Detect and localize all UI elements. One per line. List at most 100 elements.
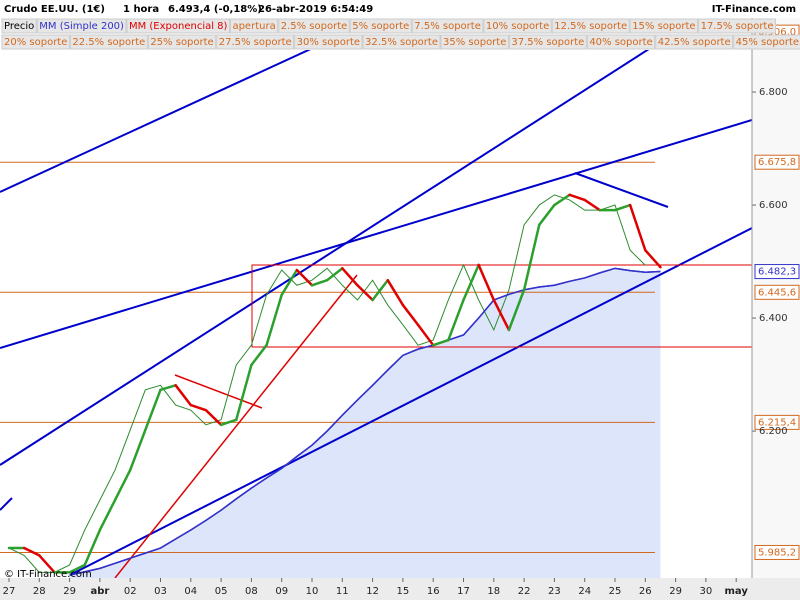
ema-segment [265,293,283,347]
x-tick-label: 29 [63,586,76,597]
x-tick-label: 04 [184,586,197,597]
ema-segment [189,403,208,412]
x-tick-label: 03 [154,586,167,597]
ema-segment [341,267,359,287]
legend-item: apertura [232,21,275,32]
legend-cell [1,34,70,50]
trend-line [0,50,650,466]
interval: 1 hora [123,4,159,15]
trend-line [0,119,752,349]
level-label: 6.215,4 [758,417,796,428]
legend-cell [551,18,630,34]
ema-segment [538,203,556,227]
x-tick-label: 09 [275,586,288,597]
plot [0,50,752,578]
legend-item: 30% soporte [297,37,360,48]
legend-cell [126,18,230,34]
legend-cell [508,34,587,50]
legend-item: 45% soporte [736,37,799,48]
legend-item: 32.5% soporte [365,37,438,48]
x-tick-label: 18 [487,586,500,597]
x-tick-label: 12 [366,586,379,597]
legend-cell [278,18,350,34]
legend-item: 27.5% soporte [219,37,292,48]
legend-item: 22.5% soporte [72,37,145,48]
ema-segment [568,193,586,202]
copyright: © IT-Finance.com [4,569,92,580]
ema-segment [386,278,405,307]
legend-cell [36,18,127,34]
legend-cell [229,18,279,34]
ema-segment [628,203,647,252]
legend: Precio MM (Simple 200) MM (Exponencial 8) a… [1,18,800,50]
x-tick-label: abr [90,586,109,597]
trend-line [574,172,669,208]
ema-segment [644,249,662,269]
ema-segment [447,298,465,342]
legend-item: 25% soporte [150,37,213,48]
ema-segment [113,468,132,502]
legend-cell [349,18,412,34]
y-tick-label: 6.400 [759,313,788,324]
legend-cell [411,18,484,34]
x-tick-label: 02 [124,586,137,597]
x-tick-label: 28 [33,586,46,597]
legend-item: 7.5% soporte [414,21,481,32]
level-label: 6.906,0 [758,27,796,38]
trend-line [0,497,13,511]
ema-segment [83,528,102,567]
legend-item: 37.5% soporte [511,37,584,48]
x-tick-label: 17 [457,586,470,597]
instrument: Crudo EE.UU. (1€) [4,4,105,15]
ema-segment [613,203,632,212]
legend-item: 17.5% soporte [701,21,774,32]
ema-segment [128,428,147,472]
legend-cell [1,18,37,34]
ema-segment [235,363,253,422]
legend-item: 35% soporte [443,37,506,48]
quote: 6.493,4 (-0,18%) [168,4,262,15]
ema-segment [98,498,117,532]
ema-segment [280,268,299,297]
legend-item: 5% soporte [352,21,409,32]
legend-item: Precio [4,21,34,32]
ema-segment [174,384,193,407]
ema-segment [295,268,314,287]
x-tick-label: 11 [336,586,349,597]
datetime: 26-abr-2019 6:54:49 [258,4,373,15]
series-line [69,267,661,576]
ema-segment [401,303,420,327]
sma-area [69,268,661,578]
ema-segment [68,563,86,574]
legend-cell [483,18,552,34]
ema-segment [371,278,389,302]
ema-segment [583,198,602,212]
range-box [251,264,752,348]
level-box [754,414,800,430]
legend-cell [69,34,148,50]
y-tick-label: 6.800 [759,87,788,98]
legend-item: 15% soporte [632,21,695,32]
ema-segment [416,323,435,347]
x-tick-label: 27 [3,586,16,597]
legend-cell [147,34,217,50]
legend-item: 20% soporte [4,37,67,48]
ema-segment [22,546,41,557]
ema-segment [159,384,177,392]
ema-segment [507,288,526,332]
level-box [754,544,800,560]
legend-cell [733,34,800,50]
x-tick-label: 15 [397,586,410,597]
legend-cell [655,34,734,50]
legend-cell [586,34,656,50]
x-tick-label: may [725,586,749,597]
brand: IT-Finance.com [712,4,796,15]
ema-segment [522,223,541,292]
y-tick-label: 6.600 [759,200,788,211]
ema-segment [219,418,238,427]
level-box [754,284,800,300]
legend-item: MM (Exponencial 8) [129,21,228,32]
trend-line [69,227,752,576]
y-tick-label: 6.200 [759,426,788,437]
